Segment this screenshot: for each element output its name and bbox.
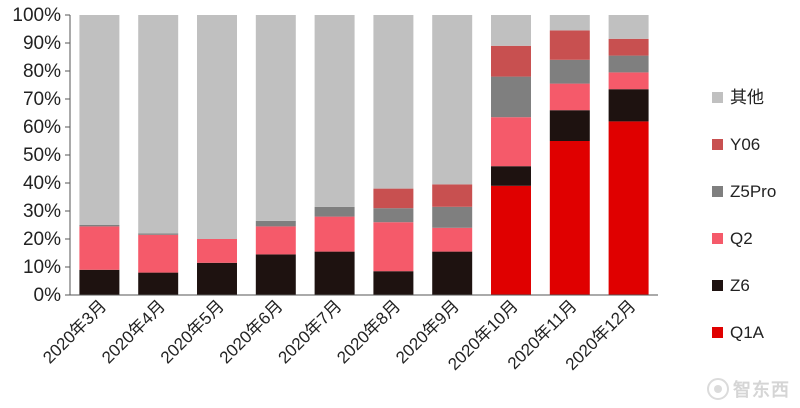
bar-segment-其他 xyxy=(491,15,531,46)
bar-segment-z6 xyxy=(197,262,237,295)
bar-segment-y06 xyxy=(491,45,531,77)
legend-swatch-q1a xyxy=(712,327,723,338)
y-tick-label: 30% xyxy=(23,201,61,222)
legend: 其他 Y06 Z5Pro Q2 Z6 Q1A xyxy=(712,88,776,342)
bar-segment-z6 xyxy=(432,251,473,295)
bar-segment-其他 xyxy=(373,15,414,189)
bar-segment-y06 xyxy=(608,38,649,56)
bar-segment-z5pro xyxy=(549,59,590,84)
bar-segment-其他 xyxy=(608,15,649,39)
bar-segment-q1a xyxy=(491,185,531,295)
bar-segment-q2 xyxy=(373,222,414,272)
bar-segment-z5pro xyxy=(255,220,296,227)
bar-segment-z5pro xyxy=(314,206,355,217)
legend-label-y06: Y06 xyxy=(730,135,760,154)
y-tick-label: 70% xyxy=(23,89,61,110)
bar-segment-q2 xyxy=(549,83,590,111)
y-tick-label: 60% xyxy=(23,117,61,138)
bar-segment-q2 xyxy=(314,216,355,252)
y-tick-label: 40% xyxy=(23,173,61,194)
y-tick-label: 10% xyxy=(23,257,61,278)
watermark-text: 智东西 xyxy=(733,380,790,400)
bar-segment-其他 xyxy=(432,15,473,185)
bar-segment-q2 xyxy=(608,72,649,90)
bar-segment-y06 xyxy=(549,30,590,60)
legend-label-q2: Q2 xyxy=(730,229,753,248)
bar-segment-z5pro xyxy=(138,233,179,235)
bar-segment-z5pro xyxy=(608,55,649,73)
y-tick-label: 100% xyxy=(12,5,61,26)
legend-swatch-其他 xyxy=(712,92,723,103)
bar-segment-z6 xyxy=(255,254,296,295)
legend-label-z5pro: Z5Pro xyxy=(730,182,776,201)
bar-segment-z5pro xyxy=(432,206,473,228)
watermark: 智东西 xyxy=(707,376,790,402)
bar-segment-z6 xyxy=(549,110,590,141)
y-tick-label: 80% xyxy=(23,61,61,82)
bar-segment-z6 xyxy=(608,89,649,122)
bar-segment-q2 xyxy=(79,226,120,270)
bar-segment-其他 xyxy=(255,15,296,221)
legend-swatch-z6 xyxy=(712,280,723,291)
legend-label-z6: Z6 xyxy=(730,276,750,295)
bar-segment-y06 xyxy=(373,188,414,209)
bar-segment-y06 xyxy=(432,184,473,207)
bar-segment-q2 xyxy=(432,227,473,252)
y-axis: 0% 10% 20% 30% 40% 50% 60% 70% 80% 90% 100% xyxy=(12,5,71,306)
legend-swatch-z5pro xyxy=(712,186,723,197)
bar-segment-其他 xyxy=(79,15,120,225)
bars xyxy=(79,15,649,296)
legend-label-其他: 其他 xyxy=(730,88,764,107)
bar-segment-z5pro xyxy=(79,225,120,227)
y-tick-label: 50% xyxy=(23,145,61,166)
y-tick-label: 0% xyxy=(34,285,62,306)
watermark-logo-icon xyxy=(707,378,729,400)
bar-segment-z6 xyxy=(491,166,531,186)
bar-segment-z6 xyxy=(138,272,179,295)
bar-segment-其他 xyxy=(197,15,237,239)
bar-segment-其他 xyxy=(549,15,590,31)
bar-segment-q1a xyxy=(549,141,590,295)
x-axis: 2020年3月2020年4月2020年5月2020年6月2020年7月2020年… xyxy=(39,294,658,374)
bar-segment-z6 xyxy=(314,251,355,295)
bar-segment-z6 xyxy=(79,269,120,295)
legend-swatch-q2 xyxy=(712,233,723,244)
bar-segment-z6 xyxy=(373,271,414,295)
bar-segment-q2 xyxy=(197,239,237,263)
bar-segment-z5pro xyxy=(491,76,531,118)
bar-segment-q2 xyxy=(138,234,179,273)
y-tick-label: 20% xyxy=(23,229,61,250)
bar-segment-q1a xyxy=(608,121,649,296)
bar-segment-其他 xyxy=(138,15,179,234)
bar-segment-q2 xyxy=(255,226,296,255)
y-tick-label: 90% xyxy=(23,33,61,54)
bar-segment-z5pro xyxy=(373,208,414,223)
bar-segment-其他 xyxy=(314,15,355,207)
legend-swatch-y06 xyxy=(712,139,723,150)
bar-segment-q2 xyxy=(491,117,531,167)
legend-label-q1a: Q1A xyxy=(730,323,765,342)
